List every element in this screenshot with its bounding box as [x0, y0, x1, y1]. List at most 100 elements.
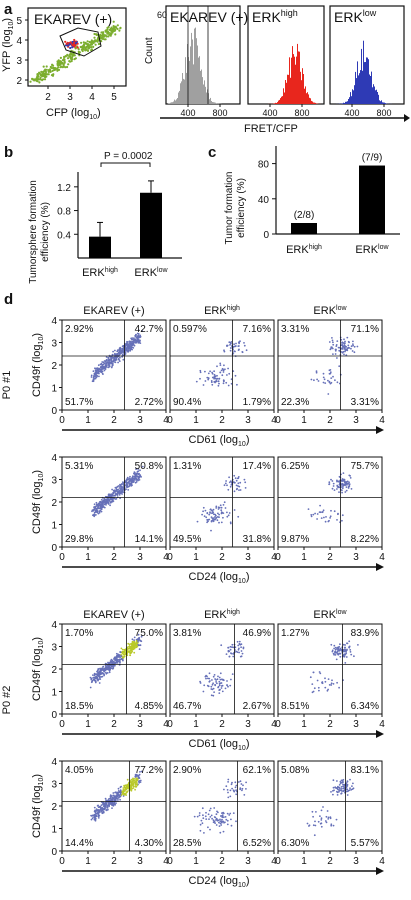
flow-event: [206, 521, 209, 524]
flow-event: [346, 788, 349, 791]
scatter-dot: [59, 56, 63, 60]
flow-event: [109, 504, 111, 507]
flow-event: [120, 647, 123, 650]
flow-event: [221, 367, 224, 370]
histogram-bin: [315, 102, 316, 104]
flow-event: [344, 340, 346, 343]
flow-event: [315, 371, 318, 374]
scatter-dot: [118, 29, 121, 32]
flow-event: [229, 347, 232, 349]
flow-x-tick-label: 1: [193, 719, 199, 730]
histogram-bin: [211, 101, 212, 104]
flow-event: [310, 514, 313, 516]
flow-event: [237, 477, 240, 480]
flow-event: [346, 484, 348, 486]
quadrant-percent: 90.4%: [173, 397, 201, 408]
scatter-dot: [56, 60, 59, 63]
flow-event: [316, 513, 319, 515]
flow-event: [311, 810, 314, 813]
histogram-bin: [280, 98, 281, 104]
flow-event: [115, 488, 118, 491]
histogram-bin: [366, 57, 367, 104]
flow-event: [343, 786, 346, 788]
histogram-bin: [197, 45, 198, 104]
flow-x-label: CD24 (log10): [189, 571, 250, 585]
flow-event: [112, 359, 115, 362]
flow-event: [211, 683, 214, 686]
flow-event: [328, 684, 331, 686]
histogram-bin: [293, 54, 294, 104]
histogram-bin: [374, 86, 375, 104]
flow-event: [92, 380, 95, 383]
flow-event: [140, 770, 143, 773]
flow-event: [238, 640, 241, 643]
flow-event: [337, 346, 340, 349]
hist-y-tick: 60: [157, 10, 167, 20]
flow-event: [226, 515, 229, 518]
flow-event: [102, 373, 104, 375]
flow-event: [207, 685, 210, 688]
gated-dot: [76, 46, 79, 49]
flow-plot: 1.31% 17.4% 49.5% 31.8% 0 1 2 3 4: [167, 456, 277, 563]
flow-event: [125, 342, 128, 345]
flow-event: [127, 485, 130, 488]
flow-event: [100, 370, 102, 372]
histogram-bin: [176, 99, 177, 104]
flow-x-tick-label: 0: [167, 415, 173, 426]
flow-event: [102, 361, 105, 364]
flow-event: [105, 362, 108, 365]
flow-event: [117, 491, 119, 494]
scatter-dot: [114, 25, 117, 28]
gated-dot: [66, 44, 70, 47]
flow-event: [314, 820, 316, 823]
scatter-frame: [27, 7, 127, 87]
flow-event: [214, 516, 216, 518]
b-cat-low: ERKlow: [134, 267, 168, 279]
flow-event: [112, 350, 114, 353]
flow-event: [228, 476, 231, 479]
histogram-bin: [307, 92, 308, 104]
scatter-dot: [42, 65, 45, 68]
flow-event: [118, 660, 121, 663]
flow-event: [210, 516, 213, 518]
flow-event: [119, 348, 122, 351]
flow-event: [139, 469, 141, 472]
histogram-bin: [194, 28, 195, 105]
flow-event: [94, 681, 97, 684]
flow-event: [330, 381, 333, 384]
scatter-dot: [39, 76, 42, 79]
flow-event: [107, 366, 110, 369]
flow-event: [220, 512, 223, 515]
flow-column-title: EKAREV (+): [83, 305, 144, 317]
flow-event: [350, 345, 353, 348]
flow-event: [89, 676, 92, 679]
flow-event: [229, 521, 232, 524]
histogram-bin: [202, 77, 203, 104]
flow-plot: 3.31% 71.1% 22.3% 3.31% 0 1 2 3 4 ERKlow: [275, 305, 385, 426]
flow-event: [338, 365, 341, 368]
flow-event: [222, 382, 225, 385]
flow-event: [199, 680, 202, 683]
flow-event: [351, 350, 354, 352]
flow-event: [347, 347, 349, 349]
flow-event: [235, 484, 238, 487]
flow-event: [99, 505, 102, 508]
flow-event: [316, 518, 318, 520]
flow-event: [120, 655, 123, 658]
flow-event: [97, 814, 100, 817]
c-cat-low: ERKlow: [355, 244, 389, 256]
histogram-bin: [314, 102, 315, 104]
histograms: Count 60 EKAREV (+) 400 800 ERKhigh 400 800 ER…: [144, 5, 410, 135]
flow-event: [139, 644, 141, 647]
flow-event: [214, 377, 217, 380]
flow-event: [353, 655, 355, 658]
flow-x-tick-label: 1: [85, 415, 91, 426]
flow-event: [322, 509, 325, 512]
scatter-dot: [81, 47, 84, 50]
flow-event: [196, 520, 199, 523]
flow-event: [316, 378, 318, 381]
flow-event: [134, 788, 137, 791]
histogram-bin: [311, 100, 312, 104]
histogram-bin: [370, 76, 371, 104]
